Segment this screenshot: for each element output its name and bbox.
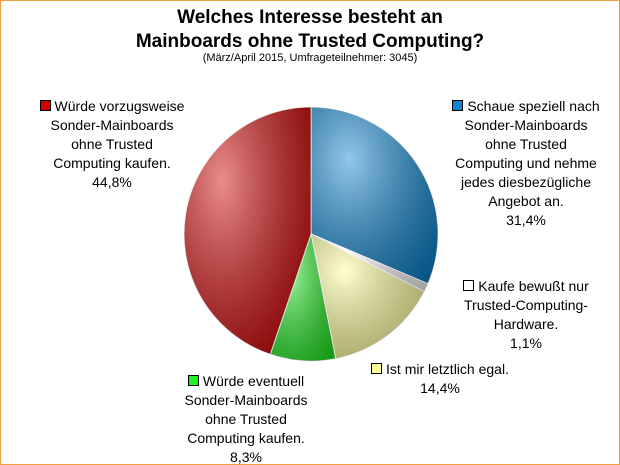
value-label: 44,8% xyxy=(92,174,132,190)
data-label: Würde eventuell Sonder-Mainboards ohne T… xyxy=(171,372,321,465)
legend-swatch xyxy=(39,100,51,111)
category-label: Würde vorzugsweise Sonder-Mainboards ohn… xyxy=(50,98,185,171)
data-label: Kaufe bewußt nur Trusted-Computing-Hardw… xyxy=(456,277,596,353)
chart-title: Welches Interesse besteht an xyxy=(177,7,443,28)
value-label: 14,4% xyxy=(420,380,460,396)
value-label: 1,1% xyxy=(510,335,542,351)
legend-swatch xyxy=(187,375,199,386)
category-label: Würde eventuell Sonder-Mainboards ohne T… xyxy=(184,373,308,446)
data-label: Würde vorzugsweise Sonder-Mainboards ohn… xyxy=(37,97,187,192)
category-label: Kaufe bewußt nur Trusted-Computing-Hardw… xyxy=(464,278,589,332)
data-label: Ist mir letztlich egal. 14,4% xyxy=(365,360,515,398)
value-label: 8,3% xyxy=(230,449,262,465)
category-label: Ist mir letztlich egal. xyxy=(386,361,509,377)
chart-subtitle: (März/April 2015, Umfrageteilnehmer: 304… xyxy=(202,52,418,64)
category-label: Schaue speziell nach Sonder-Mainboards o… xyxy=(455,98,600,209)
value-label: 31,4% xyxy=(506,212,546,228)
legend-swatch xyxy=(463,280,475,291)
chart-title: Mainboards ohne Trusted Computing? xyxy=(135,31,485,52)
legend-swatch xyxy=(371,363,383,374)
data-label: Schaue speziell nach Sonder-Mainboards o… xyxy=(451,97,601,230)
legend-swatch xyxy=(452,100,464,111)
